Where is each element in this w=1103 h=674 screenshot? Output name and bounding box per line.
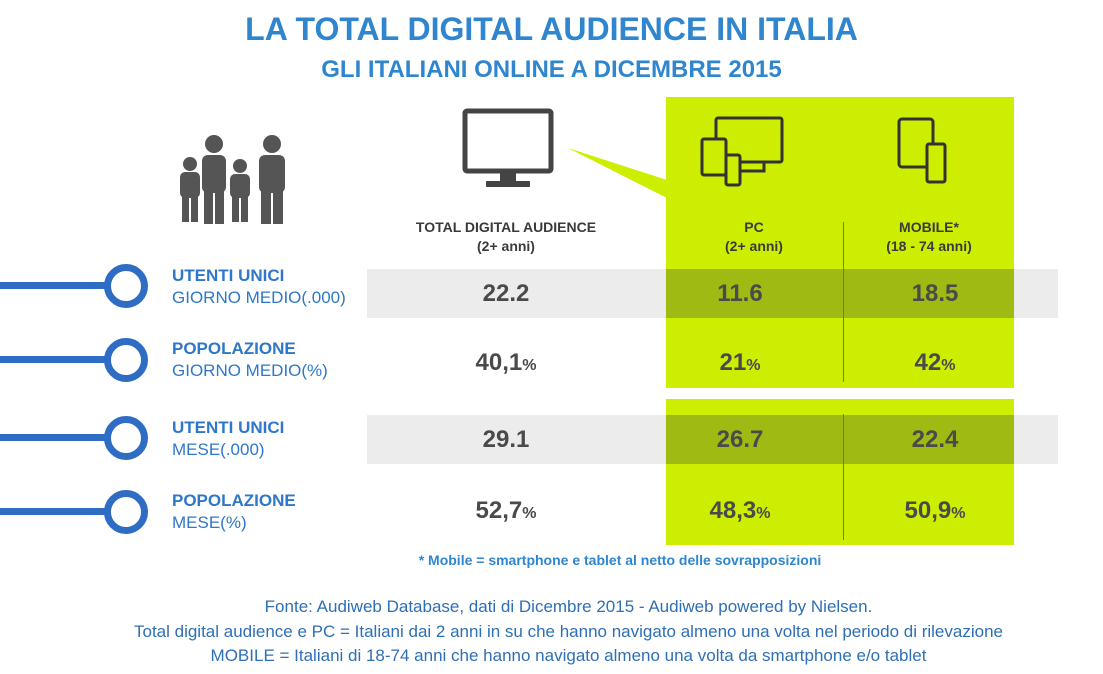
table-cell: 22.4 — [845, 426, 1025, 454]
row-label: POPOLAZIONE GIORNO MEDIO(%) — [172, 338, 328, 382]
row-label-bold: POPOLAZIONE — [172, 339, 296, 358]
column-header-pc: PC (2+ anni) — [666, 218, 842, 256]
footnote: * Mobile = smartphone e tablet al netto … — [418, 552, 822, 568]
row-band-utenti-giorno — [367, 269, 1058, 318]
row-marker-circle — [104, 416, 148, 460]
column-divider-band-1 — [843, 269, 844, 318]
table-cell: 42% — [845, 349, 1025, 377]
cell-unit: % — [756, 505, 771, 522]
row-connector-line — [0, 356, 112, 363]
table-cell: 29.1 — [416, 426, 596, 454]
row-band-highlight — [666, 269, 1014, 318]
cell-value: 52,7 — [475, 497, 523, 524]
column-header-subtitle: (2+ anni) — [477, 238, 535, 254]
row-connector-line — [0, 508, 112, 515]
cell-value: 21 — [719, 349, 747, 376]
table-cell: 40,1% — [416, 349, 596, 377]
column-header-subtitle: (2+ anni) — [725, 238, 783, 254]
monitor-icon — [462, 108, 554, 187]
table-cell: 26.7 — [650, 426, 830, 454]
row-label: UTENTI UNICI MESE(.000) — [172, 417, 284, 461]
row-band-highlight — [666, 415, 1014, 464]
row-marker-circle — [104, 338, 148, 382]
column-header-title: MOBILE* — [899, 219, 959, 235]
cell-value: 22.4 — [911, 426, 959, 453]
row-label: UTENTI UNICI GIORNO MEDIO(.000) — [172, 265, 346, 309]
row-label-sub: GIORNO MEDIO(%) — [172, 361, 328, 380]
cell-value: 29.1 — [482, 426, 530, 453]
cell-unit: % — [941, 357, 956, 374]
row-label-sub: MESE(%) — [172, 513, 247, 532]
cell-value: 18.5 — [911, 280, 959, 307]
row-label-bold: POPOLAZIONE — [172, 491, 296, 510]
row-marker-circle — [104, 264, 148, 308]
column-header-subtitle: (18 - 74 anni) — [886, 238, 972, 254]
row-label: POPOLAZIONE MESE(%) — [172, 490, 296, 534]
table-cell: 18.5 — [845, 280, 1025, 308]
column-divider-bottom — [843, 414, 844, 540]
cell-value: 42 — [914, 349, 942, 376]
cell-unit: % — [951, 505, 966, 522]
source-line-1: Fonte: Audiweb Database, dati di Dicembr… — [264, 597, 873, 616]
row-label-bold: UTENTI UNICI — [172, 266, 285, 285]
page-subtitle: GLI ITALIANI ONLINE A DICEMBRE 2015 — [321, 56, 782, 83]
family-icon — [180, 135, 285, 224]
cell-value: 22.2 — [482, 280, 530, 307]
cell-unit: % — [522, 357, 537, 374]
table-cell: 21% — [650, 349, 830, 377]
table-cell: 48,3% — [650, 497, 830, 525]
column-header-total: TOTAL DIGITAL AUDIENCE (2+ anni) — [400, 218, 612, 256]
cell-value: 50,9 — [904, 497, 952, 524]
column-divider-band-2 — [843, 415, 844, 464]
column-header-title: TOTAL DIGITAL AUDIENCE — [415, 219, 597, 235]
row-label-sub: MESE(.000) — [172, 440, 265, 459]
cell-value: 11.6 — [717, 280, 763, 307]
table-cell: 52,7% — [416, 497, 596, 525]
table-cell: 11.6 — [650, 280, 830, 308]
row-connector-line — [0, 434, 112, 441]
cell-value: 48,3 — [709, 497, 757, 524]
devices-icon — [700, 116, 784, 187]
page-title: LA TOTAL DIGITAL AUDIENCE IN ITALIA — [245, 11, 858, 47]
source-line-3: MOBILE = Italiani di 18-74 anni che hann… — [210, 646, 927, 665]
row-marker-circle — [104, 490, 148, 534]
source-line-2: Total digital audience e PC = Italiani d… — [133, 622, 1003, 641]
row-band-utenti-mese — [367, 415, 1058, 464]
cell-value: 26.7 — [716, 426, 764, 453]
table-cell: 50,9% — [845, 497, 1025, 525]
table-cell: 22.2 — [416, 280, 596, 308]
row-label-bold: UTENTI UNICI — [172, 418, 285, 437]
row-connector-line — [0, 282, 112, 289]
row-label-sub: GIORNO MEDIO(.000) — [172, 288, 346, 307]
callout-wedge — [568, 148, 667, 198]
column-header-mobile: MOBILE* (18 - 74 anni) — [843, 218, 1015, 256]
cell-unit: % — [522, 505, 537, 522]
cell-unit: % — [746, 357, 761, 374]
mobile-devices-icon — [897, 117, 947, 184]
cell-value: 40,1 — [475, 349, 523, 376]
column-header-title: PC — [744, 219, 764, 235]
